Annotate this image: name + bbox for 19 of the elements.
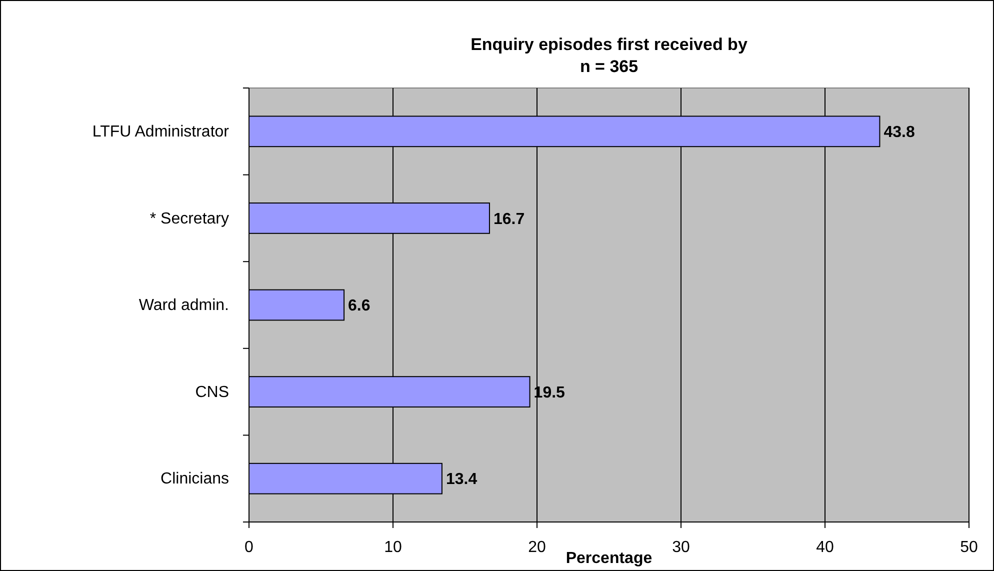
- x-tick-label: 0: [244, 538, 254, 556]
- x-axis-title: Percentage: [566, 550, 652, 567]
- data-label: 16.7: [493, 210, 525, 228]
- data-label: 43.8: [884, 124, 915, 141]
- x-tick-label: 50: [960, 538, 978, 556]
- data-label: 6.6: [348, 298, 370, 315]
- y-tick-label: * Secretary: [150, 210, 229, 228]
- bar: [248, 289, 345, 321]
- y-tick-label: Ward admin.: [138, 297, 229, 314]
- y-tick-label: Clinicians: [160, 470, 229, 488]
- chart-title: Enquiry episodes first received by: [470, 35, 748, 54]
- x-tick-label: 30: [672, 538, 690, 556]
- x-tick-label: 40: [816, 538, 834, 556]
- data-label: 13.4: [446, 471, 478, 488]
- y-tick-label: CNS: [195, 384, 229, 401]
- x-tick-label: 20: [528, 538, 546, 556]
- x-tick-label: 10: [384, 538, 402, 556]
- y-tick-label: LTFU Administrator: [92, 124, 230, 141]
- chart-subtitle: n = 365: [580, 57, 638, 76]
